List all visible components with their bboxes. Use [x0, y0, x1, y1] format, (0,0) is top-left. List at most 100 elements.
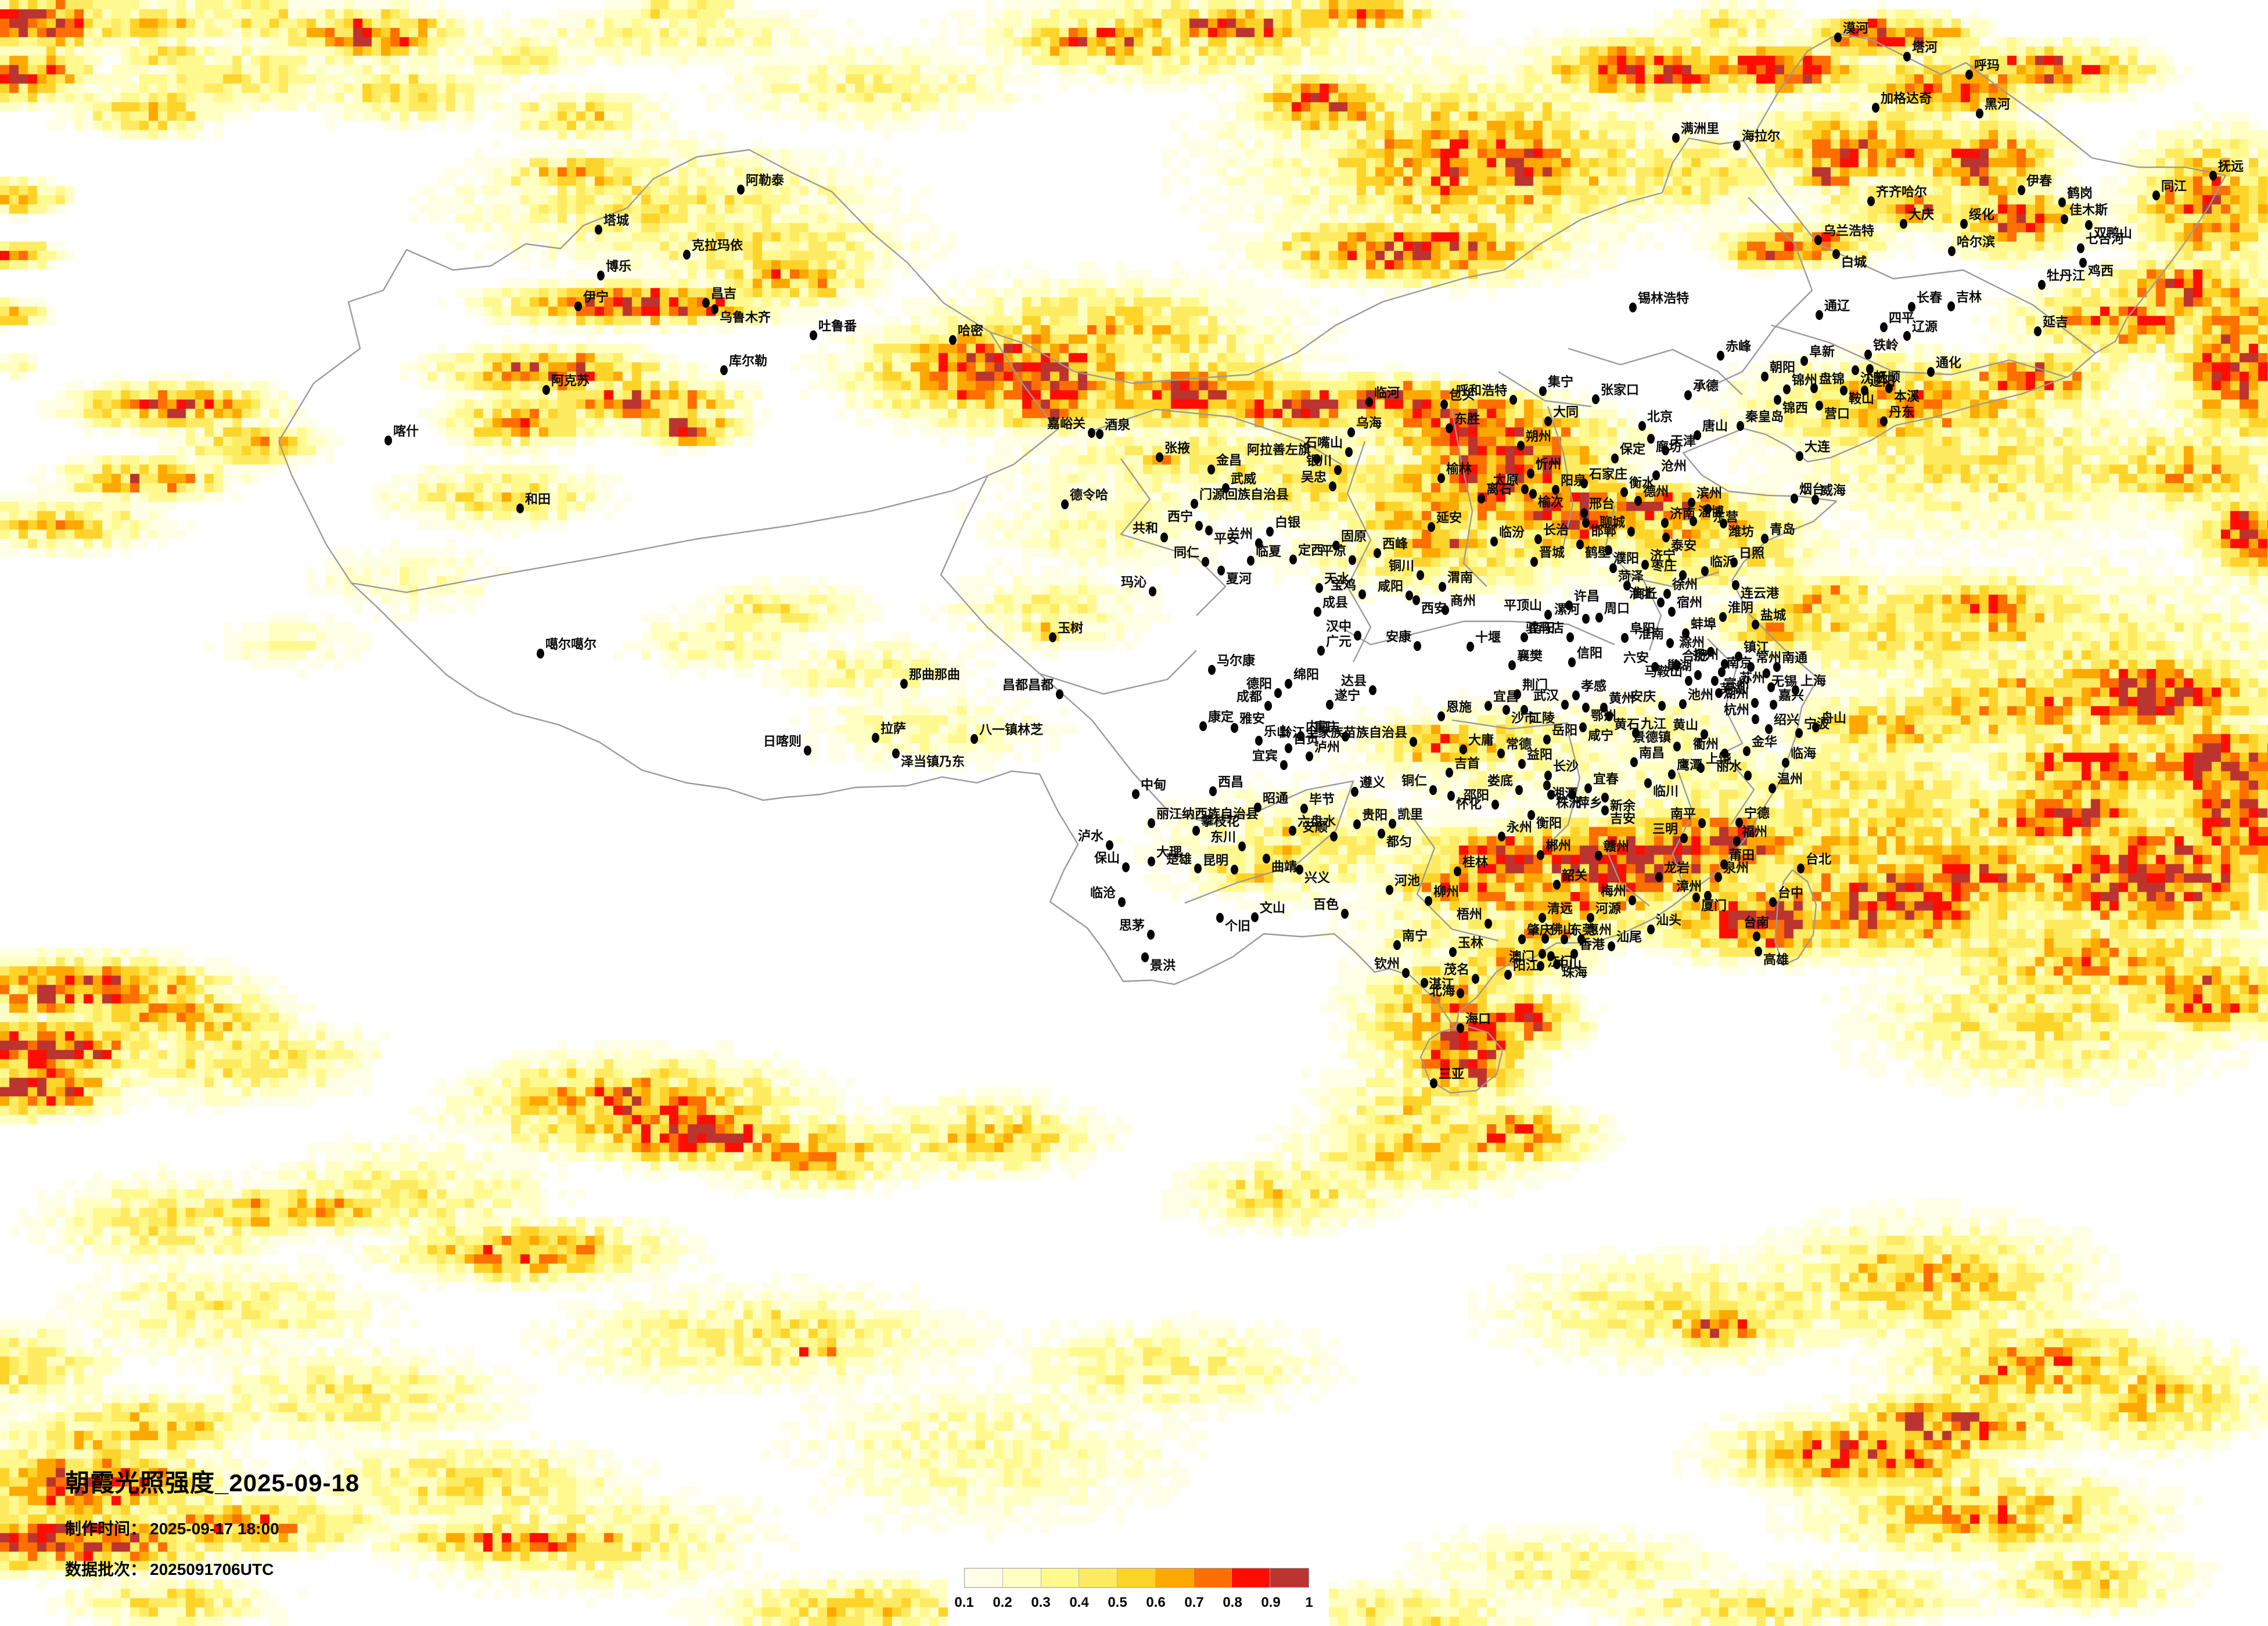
city-dot: [2152, 190, 2160, 200]
city-dot: [1417, 570, 1424, 580]
city-dot: [1148, 818, 1155, 828]
province-boundary: [1724, 754, 1755, 825]
city-label: 遵义: [1360, 775, 1386, 790]
province-boundary: [1544, 731, 1581, 848]
city-dot: [1774, 395, 1781, 405]
city-label: 平顶山: [1503, 598, 1542, 613]
city-label: 漠河: [1843, 21, 1869, 35]
city-dot: [1680, 833, 1688, 843]
city-label: 荆门: [1522, 678, 1548, 692]
city-dot: [537, 649, 544, 659]
province-boundary: [1704, 197, 1813, 390]
city-label: 白银: [1275, 515, 1301, 530]
city-label: 成县: [1322, 595, 1349, 610]
city-label: 泸水: [1077, 829, 1104, 843]
city-dot: [1769, 897, 1777, 907]
city-label: 夏河: [1226, 571, 1252, 586]
city-dot: [1425, 896, 1432, 906]
city-dot: [1313, 454, 1321, 464]
legend-value: 0.9: [1261, 1595, 1281, 1610]
city-label: 楚雄: [1166, 852, 1192, 866]
city-label: 包头: [1449, 388, 1475, 402]
city-label: 抚远: [2218, 159, 2244, 174]
city-dot: [1976, 109, 1983, 118]
city-label: 太原: [1493, 473, 1519, 487]
city-label: 厦门: [1701, 898, 1727, 913]
city-dot: [1553, 880, 1561, 890]
city-dot: [1406, 591, 1413, 600]
city-label: 延安: [1436, 510, 1462, 525]
city-dot: [1440, 400, 1448, 409]
city-dot: [1504, 970, 1512, 980]
city-label: 牡丹江: [2047, 268, 2086, 283]
city-label: 衢州: [1692, 737, 1719, 751]
city-label: 吉安: [1610, 811, 1636, 826]
legend-value: 0.2: [993, 1595, 1012, 1610]
city-label: 鹤壁: [1585, 545, 1611, 560]
city-label: 秦皇岛: [1745, 409, 1784, 424]
city-label: 齐齐哈尔: [1876, 185, 1928, 199]
city-label: 呼玛: [1974, 58, 2000, 73]
city-dot: [1347, 427, 1355, 437]
legend-swatch: [1041, 1569, 1080, 1587]
city-label: 宜春: [1593, 772, 1619, 786]
legend-swatch: [1079, 1569, 1118, 1587]
city-label: 威海: [1820, 483, 1846, 498]
city-label: 西昌: [1218, 775, 1244, 789]
city-dot: [1880, 416, 1888, 426]
city-label: 淮北: [1629, 586, 1655, 600]
city-label: 泽当镇乃东: [901, 754, 965, 769]
city-dot: [1296, 865, 1303, 875]
city-dot: [1341, 909, 1349, 919]
city-label: 驻马店: [1525, 621, 1564, 635]
city-dot: [1106, 840, 1113, 850]
city-dot: [702, 298, 710, 308]
city-dot: [1334, 465, 1342, 475]
city-dot: [1608, 941, 1615, 951]
city-dot: [1744, 771, 1752, 780]
city-dot: [1457, 988, 1464, 998]
province-boundary: [1771, 324, 2068, 379]
city-dot: [1927, 367, 1935, 377]
city-dot: [1673, 742, 1681, 751]
city-dot: [1254, 803, 1261, 812]
city-label: 台南: [1743, 915, 1770, 930]
city-dot: [1205, 526, 1213, 535]
city-dot: [1544, 416, 1552, 426]
city-label: 温州: [1777, 772, 1803, 786]
city-dot: [1285, 743, 1292, 753]
city-dot: [1289, 555, 1297, 564]
city-dot: [1707, 647, 1715, 657]
city-dot: [1755, 947, 1762, 956]
city-dot: [2038, 280, 2046, 290]
city-dot: [1579, 722, 1587, 732]
city-label: 锦州: [1792, 373, 1818, 387]
city-label: 东莞: [1569, 923, 1595, 937]
city-dot: [1668, 769, 1676, 779]
city-dot: [1601, 805, 1609, 815]
city-dot: [1149, 587, 1156, 596]
city-label: 昭通: [1263, 791, 1289, 805]
city-dot: [1816, 310, 1823, 320]
city-dot: [1374, 548, 1381, 558]
city-dot: [1330, 832, 1338, 841]
city-dot: [1485, 701, 1492, 711]
city-dot: [1601, 793, 1609, 803]
province-boundary: [1451, 719, 1569, 730]
province-boundary: [940, 476, 1197, 695]
city-label: 大理: [1156, 845, 1182, 859]
city-label: 铜仁: [1401, 774, 1427, 788]
city-label: 石家庄: [1589, 467, 1628, 481]
city-dot: [1647, 434, 1655, 444]
city-label: 赤峰: [1726, 339, 1752, 354]
city-dot: [1733, 141, 1741, 150]
city-label: 兰州: [1227, 527, 1253, 541]
legend-value: 0.1: [954, 1595, 974, 1610]
city-dot: [1263, 854, 1270, 864]
city-label: 嘉峪关: [1047, 416, 1086, 431]
city-dot: [1605, 545, 1612, 555]
city-dot: [1088, 428, 1095, 438]
city-dot: [1587, 913, 1594, 923]
